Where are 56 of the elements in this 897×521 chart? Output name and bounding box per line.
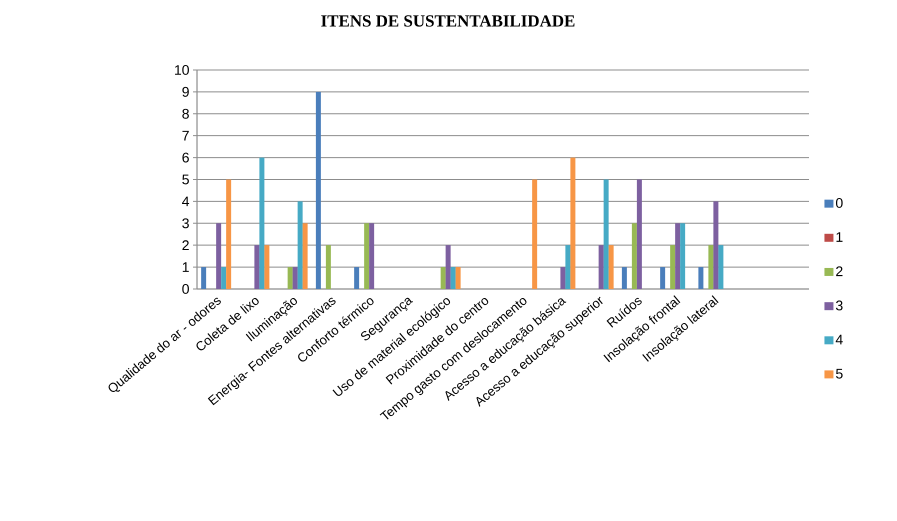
bar [226, 179, 232, 289]
bar [680, 223, 686, 289]
bar [675, 223, 680, 289]
bar [532, 179, 538, 289]
legend-label: 0 [836, 198, 843, 208]
bar [264, 245, 270, 289]
bar [450, 267, 456, 289]
y-tick-label: 10 [175, 65, 189, 75]
bar [216, 223, 222, 289]
bar [254, 245, 260, 289]
y-tick-label: 1 [182, 262, 189, 272]
y-tick-label: 3 [182, 218, 189, 228]
bar [608, 245, 614, 289]
bar [698, 267, 704, 289]
y-tick-label: 4 [182, 196, 190, 206]
chart-title: ITENS DE SUSTENTABILIDADE [321, 15, 574, 27]
bar [201, 267, 206, 289]
bar [259, 158, 264, 289]
bar [354, 267, 360, 289]
bar [565, 245, 570, 289]
bar [302, 223, 308, 289]
y-tick-label: 5 [182, 174, 189, 184]
legend-label: 5 [836, 368, 843, 379]
bar [288, 267, 293, 289]
legend-label: 3 [836, 300, 843, 310]
bar [598, 245, 604, 289]
bar [221, 267, 226, 289]
bar [636, 179, 642, 289]
bar [708, 245, 714, 289]
bar [718, 245, 724, 289]
bar [446, 245, 451, 289]
legend-label: 4 [836, 334, 843, 344]
y-tick-label: 0 [182, 284, 189, 294]
bar [560, 267, 566, 289]
bar [604, 179, 609, 289]
legend-label: 2 [836, 266, 842, 276]
y-tick-label: 7 [182, 130, 189, 140]
y-tick-label: 8 [182, 108, 189, 119]
bar [298, 201, 303, 289]
bar [660, 267, 666, 289]
bar [326, 245, 331, 289]
y-tick-label: 2 [182, 240, 189, 250]
bar [632, 223, 637, 289]
bar [369, 223, 374, 289]
bar [670, 245, 676, 289]
legend-label: 1 [836, 232, 843, 242]
bar [622, 267, 627, 289]
y-tick-label: 9 [182, 86, 189, 97]
y-tick-label: 6 [182, 152, 189, 163]
bar [570, 158, 576, 289]
bar [316, 92, 321, 289]
bar [456, 267, 461, 289]
bar [713, 201, 718, 289]
bar [292, 267, 298, 289]
bar [440, 267, 446, 289]
bar [364, 223, 370, 289]
